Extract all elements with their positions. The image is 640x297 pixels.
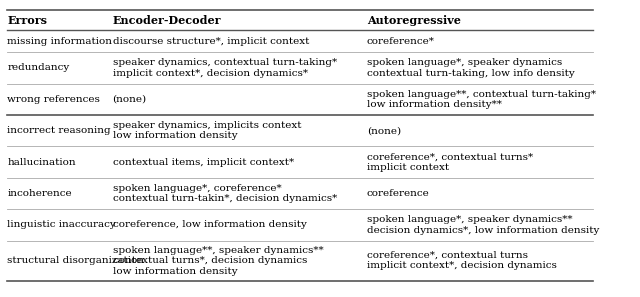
Text: coreference: coreference bbox=[367, 189, 429, 198]
Text: coreference*, contextual turns*
implicit context: coreference*, contextual turns* implicit… bbox=[367, 152, 532, 172]
Text: hallucination: hallucination bbox=[8, 158, 76, 167]
Text: spoken language**, contextual turn-taking*
low information density**: spoken language**, contextual turn-takin… bbox=[367, 90, 596, 109]
Text: Encoder-Decoder: Encoder-Decoder bbox=[113, 15, 221, 26]
Text: spoken language*, speaker dynamics
contextual turn-taking, low info density: spoken language*, speaker dynamics conte… bbox=[367, 58, 574, 78]
Text: speaker dynamics, contextual turn-taking*
implicit context*, decision dynamics*: speaker dynamics, contextual turn-taking… bbox=[113, 58, 337, 78]
Text: structural disorganization: structural disorganization bbox=[8, 256, 145, 265]
Text: incorrect reasoning: incorrect reasoning bbox=[8, 126, 111, 135]
Text: incoherence: incoherence bbox=[8, 189, 72, 198]
Text: spoken language*, speaker dynamics**
decision dynamics*, low information density: spoken language*, speaker dynamics** dec… bbox=[367, 215, 599, 235]
Text: coreference, low information density: coreference, low information density bbox=[113, 220, 307, 229]
Text: missing information: missing information bbox=[8, 37, 113, 45]
Text: wrong references: wrong references bbox=[8, 95, 100, 104]
Text: Errors: Errors bbox=[8, 15, 47, 26]
Text: speaker dynamics, implicits context
low information density: speaker dynamics, implicits context low … bbox=[113, 121, 301, 140]
Text: spoken language**, speaker dynamics**
contextual turns*, decision dynamics
low i: spoken language**, speaker dynamics** co… bbox=[113, 246, 323, 276]
Text: linguistic inaccuracy: linguistic inaccuracy bbox=[8, 220, 116, 229]
Text: spoken language*, coreference*
contextual turn-takin*, decision dynamics*: spoken language*, coreference* contextua… bbox=[113, 184, 337, 203]
Text: coreference*, contextual turns
implicit context*, decision dynamics: coreference*, contextual turns implicit … bbox=[367, 251, 557, 270]
Text: Autoregressive: Autoregressive bbox=[367, 15, 461, 26]
Text: discourse structure*, implicit context: discourse structure*, implicit context bbox=[113, 37, 309, 45]
Text: (none): (none) bbox=[113, 95, 147, 104]
Text: redundancy: redundancy bbox=[8, 64, 70, 72]
Text: contextual items, implicit context*: contextual items, implicit context* bbox=[113, 158, 294, 167]
Text: coreference*: coreference* bbox=[367, 37, 435, 45]
Text: (none): (none) bbox=[367, 126, 401, 135]
